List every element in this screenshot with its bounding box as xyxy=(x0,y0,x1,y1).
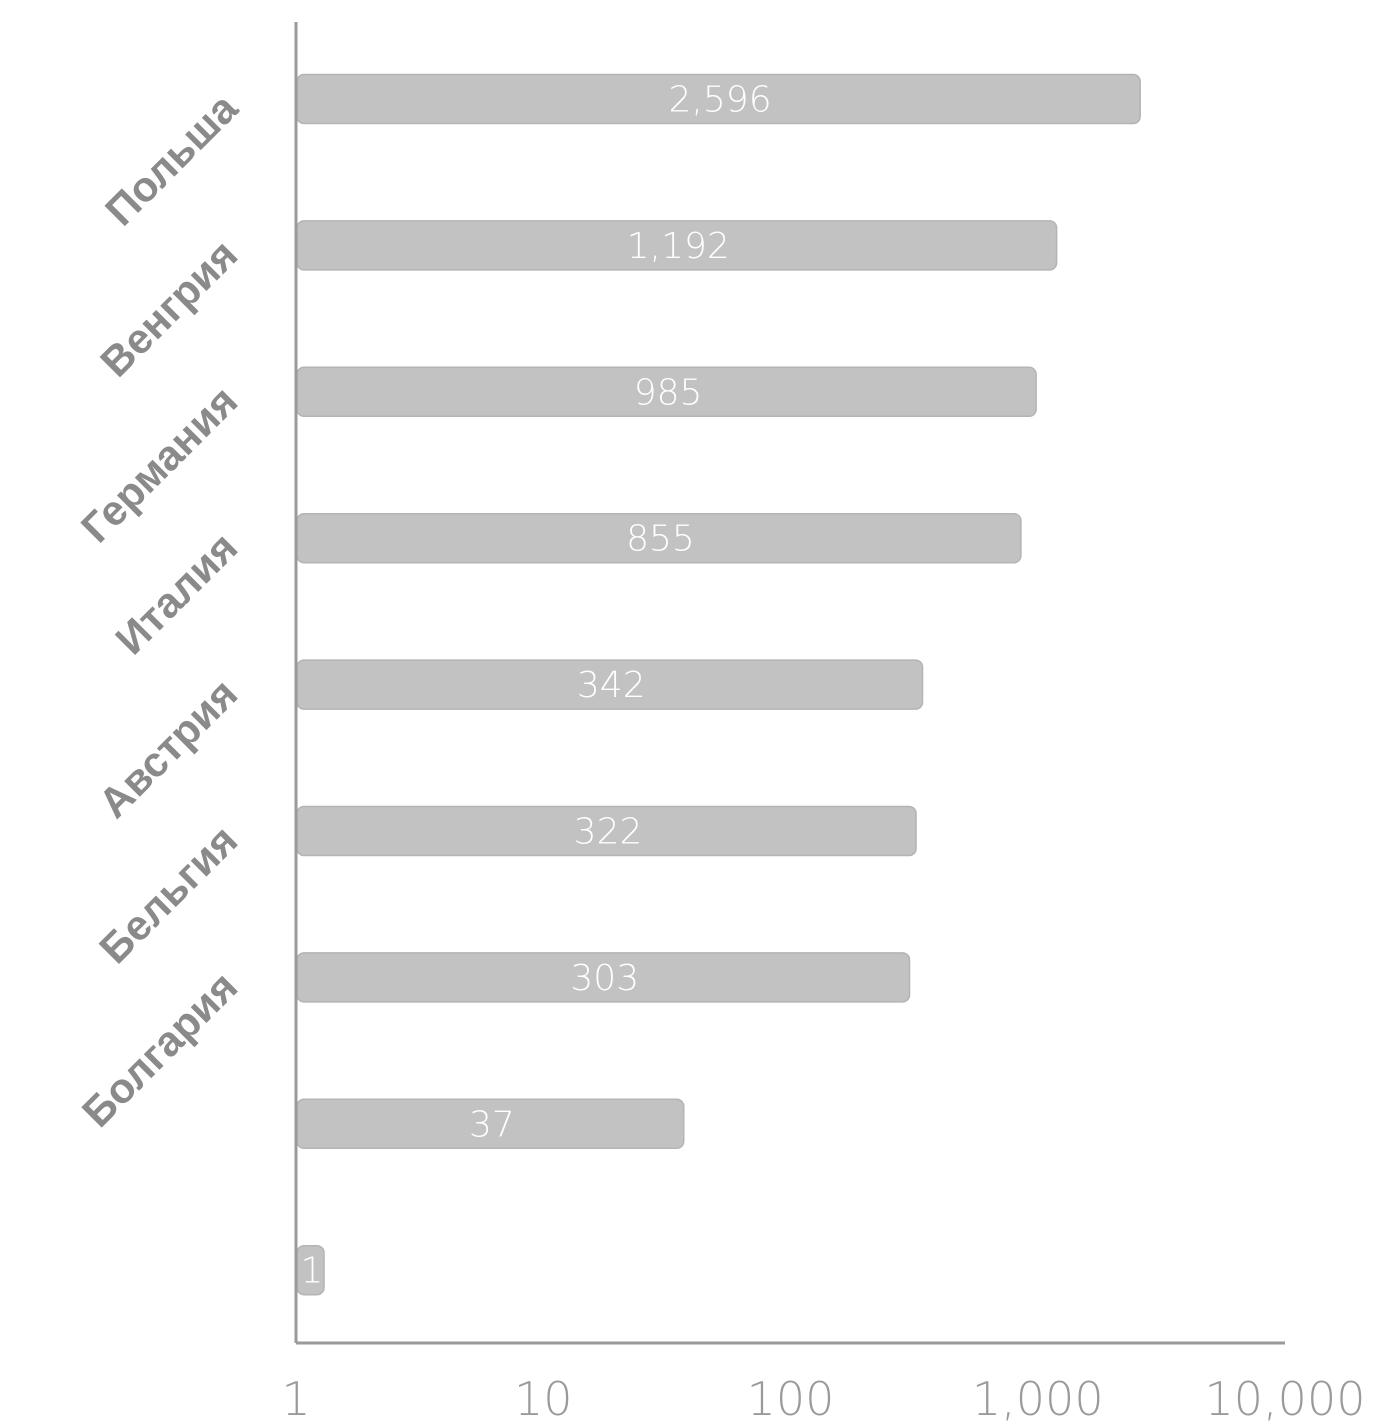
bar-value-label: 1 xyxy=(301,1251,324,1292)
x-tick-label: 1 xyxy=(281,1372,310,1423)
bar-value-label: 2,596 xyxy=(669,80,772,121)
bar-value-label: 342 xyxy=(577,665,646,706)
category-label: Польша xyxy=(96,84,247,235)
bar-value-label: 1,192 xyxy=(627,226,730,267)
axes-group xyxy=(294,22,1285,1345)
category-label: Австрия xyxy=(89,670,246,827)
bar-value-label: 37 xyxy=(469,1104,515,1145)
x-tick-labels-group: 1 10 100 1,000 10,000 xyxy=(281,1372,1365,1423)
bars-group: 2,596 1,192 985 855 342 322 303 37 1 xyxy=(296,73,1141,1296)
category-label: Германия xyxy=(72,377,246,551)
bar-value-label: 985 xyxy=(634,372,703,413)
bar-value-label: 855 xyxy=(626,519,695,560)
category-label: Бельгия xyxy=(90,816,246,972)
bar-value-label: 303 xyxy=(570,958,639,999)
category-label: Венгрия xyxy=(91,231,246,386)
category-label: Болгария xyxy=(73,963,246,1136)
x-tick-label: 1,000 xyxy=(972,1372,1104,1423)
bar-value-label: 322 xyxy=(574,812,643,853)
category-labels-group: ПольшаВенгрияГерманияИталияАвстрияБельги… xyxy=(72,84,247,1136)
category-label: Италия xyxy=(106,523,246,663)
x-tick-label: 10 xyxy=(514,1372,573,1423)
x-tick-label: 100 xyxy=(747,1372,835,1423)
x-tick-label: 10,000 xyxy=(1205,1372,1366,1423)
